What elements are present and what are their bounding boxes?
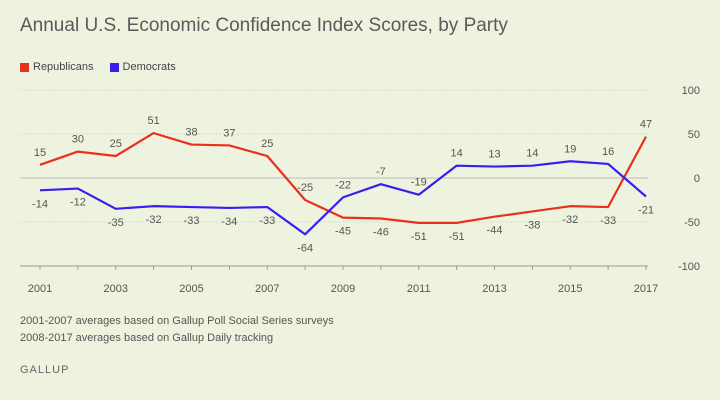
data-label-republicans: -51: [411, 231, 427, 243]
series-line-republicans: [39, 132, 647, 224]
x-tick-label: 2001: [28, 283, 52, 295]
data-label-republicans: 38: [185, 127, 197, 139]
data-label-republicans: -32: [562, 214, 578, 226]
data-label-republicans: -46: [373, 226, 389, 238]
data-label-democrats: -35: [108, 217, 124, 229]
x-tick-label: 2009: [331, 283, 355, 295]
data-label-democrats: -19: [411, 177, 427, 189]
data-label-democrats: 19: [564, 143, 576, 155]
data-label-democrats: 14: [526, 148, 538, 160]
y-tick-label: -50: [684, 217, 700, 229]
data-label-democrats: -7: [376, 166, 386, 178]
data-label-republicans: 37: [223, 127, 235, 139]
y-tick-label: 0: [694, 173, 700, 185]
data-label-republicans: 25: [261, 138, 273, 150]
data-label-republicans: 15: [34, 147, 46, 159]
legend: Republicans Democrats: [20, 61, 176, 73]
series-line-democrats: [39, 160, 647, 236]
x-tick-label: 2005: [179, 283, 203, 295]
y-tick-label: 50: [688, 129, 700, 141]
data-label-republicans: 51: [148, 115, 160, 127]
data-label-democrats: -14: [32, 198, 48, 210]
data-label-republicans: -51: [449, 231, 465, 243]
brand-logo: GALLUP: [20, 364, 70, 376]
y-tick-label: 100: [682, 85, 700, 97]
legend-item-republicans: Republicans: [20, 61, 94, 73]
x-tick-label: 2011: [407, 283, 431, 295]
x-tick-label: 2013: [482, 283, 506, 295]
data-label-democrats: -33: [184, 215, 200, 227]
footnotes: 2001-2007 averages based on Gallup Poll …: [20, 313, 334, 347]
data-label-republicans: -44: [487, 225, 503, 237]
data-label-democrats: 16: [602, 146, 614, 158]
footnote: 2001-2007 averages based on Gallup Poll …: [20, 315, 334, 327]
data-label-democrats: -21: [638, 204, 654, 216]
legend-swatch-republicans: [20, 62, 29, 72]
x-tick-label: 2015: [558, 283, 582, 295]
data-label-republicans: -45: [335, 226, 351, 238]
x-tick-label: 2007: [255, 283, 279, 295]
data-label-democrats: -34: [221, 216, 237, 228]
data-label-democrats: -32: [146, 214, 162, 226]
x-tick-label: 2017: [634, 283, 658, 295]
data-label-democrats: -22: [335, 179, 351, 191]
legend-item-democrats: Democrats: [109, 61, 176, 73]
data-label-democrats: 13: [488, 149, 500, 161]
data-label-democrats: -64: [297, 242, 313, 254]
data-label-democrats: -33: [259, 215, 275, 227]
data-label-republicans: -38: [524, 219, 540, 231]
chart-title: Annual U.S. Economic Confidence Index Sc…: [20, 15, 508, 36]
y-tick-label: -100: [678, 261, 700, 273]
data-label-democrats: -12: [70, 197, 86, 209]
data-label-republicans: 47: [640, 119, 652, 131]
data-label-republicans: -33: [600, 215, 616, 227]
data-label-democrats: 14: [451, 148, 463, 160]
legend-swatch-democrats: [109, 62, 119, 72]
data-label-republicans: 30: [72, 134, 84, 146]
legend-label-republicans: Republicans: [33, 61, 94, 73]
footnote: 2008-2017 averages based on Gallup Daily…: [20, 332, 274, 344]
legend-label-democrats: Democrats: [122, 61, 176, 73]
data-label-republicans: -25: [297, 182, 313, 194]
x-tick-label: 2003: [104, 283, 128, 295]
data-label-republicans: 25: [110, 138, 122, 150]
